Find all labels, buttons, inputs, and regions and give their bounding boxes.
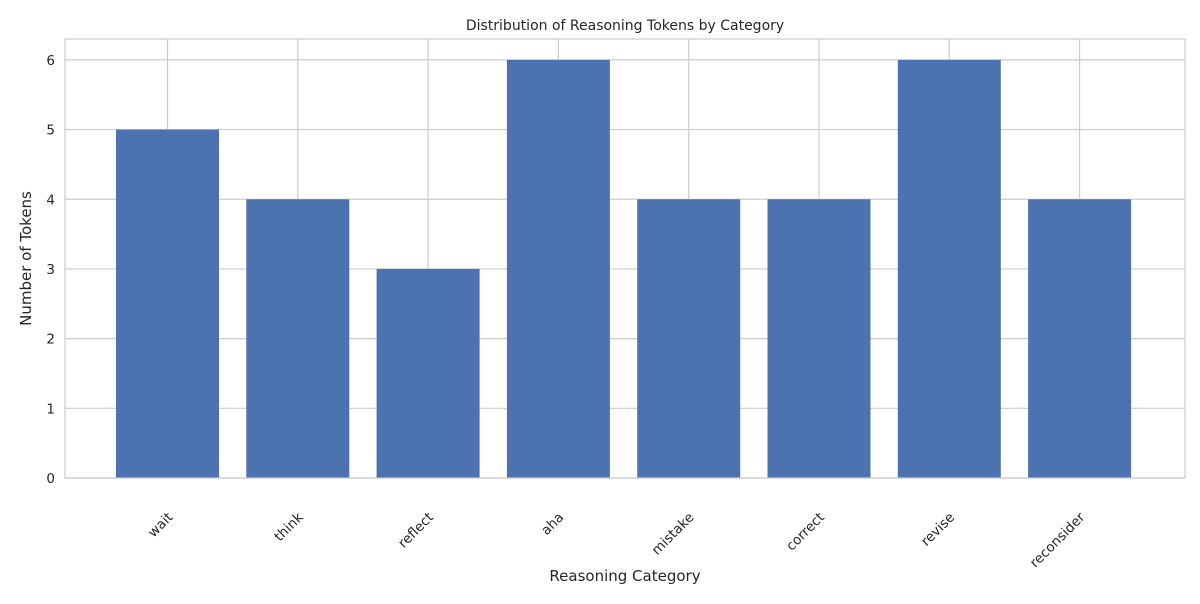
x-tick-label: correct (783, 510, 828, 555)
y-tick-label: 0 (46, 471, 55, 487)
y-tick-labels: 0 1 2 3 4 5 6 (46, 53, 55, 487)
y-tick-label: 6 (46, 53, 55, 69)
y-tick-label: 3 (46, 262, 55, 278)
x-tick-label: aha (538, 510, 567, 539)
x-tick-labels: wait think reflect aha mistake correct revise r… (145, 509, 1089, 571)
x-tick-label: revise (918, 510, 958, 550)
x-tick-label: reconsider (1027, 509, 1089, 571)
x-tick-label: mistake (649, 510, 698, 559)
bar-revise (897, 59, 1001, 479)
bar-correct (767, 199, 871, 478)
y-tick-label: 5 (46, 123, 55, 139)
x-axis-label: Reasoning Category (549, 567, 700, 585)
x-tick-label: wait (145, 510, 176, 541)
y-tick-label: 2 (46, 332, 55, 348)
bar-reconsider (1028, 199, 1132, 478)
bar-wait (116, 129, 219, 479)
y-tick-label: 4 (46, 192, 55, 208)
y-tick-label: 1 (46, 401, 55, 417)
x-tick-label: reflect (395, 510, 437, 552)
bar-layer (116, 59, 1132, 479)
plot-frame (64, 38, 1186, 479)
bar-reflect (376, 268, 480, 478)
grid-layer (65, 39, 1185, 479)
chart-title: Distribution of Reasoning Tokens by Cate… (466, 18, 784, 34)
y-axis-label: Number of Tokens (17, 191, 35, 326)
x-tick-label: think (271, 509, 306, 544)
bar-aha (506, 59, 610, 479)
bar-think (246, 199, 350, 478)
bar-mistake (637, 199, 741, 478)
